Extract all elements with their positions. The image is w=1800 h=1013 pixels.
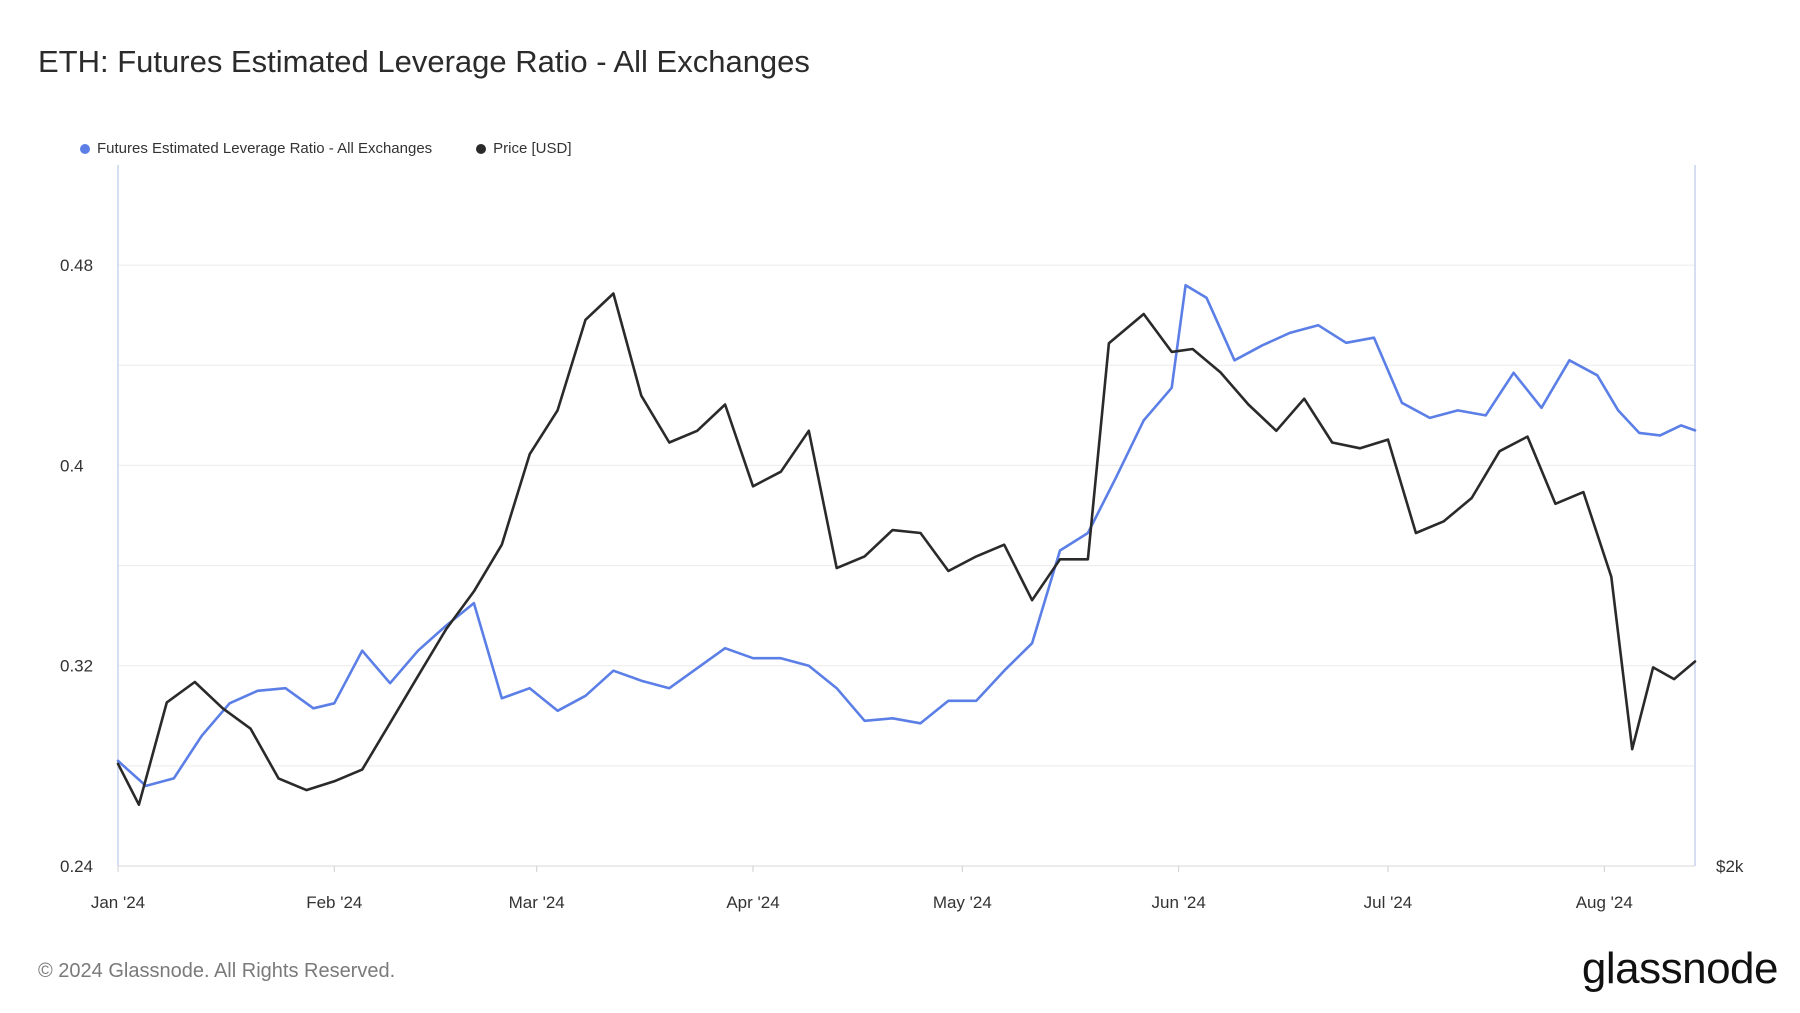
x-tick-label: Feb '24 [306, 893, 362, 912]
copyright-footer: © 2024 Glassnode. All Rights Reserved. [38, 960, 396, 982]
y-left-tick-label: 0.48 [60, 256, 93, 275]
legend-ratio-label: Futures Estimated Leverage Ratio - All E… [97, 140, 433, 157]
legend-price-label: Price [USD] [493, 140, 572, 157]
x-tick-label: Jun '24 [1151, 893, 1205, 912]
glassnode-logo: glassnode [1581, 944, 1779, 993]
legend-item-ratio[interactable]: Futures Estimated Leverage Ratio - All E… [80, 140, 432, 157]
legend: Futures Estimated Leverage Ratio - All E… [80, 140, 572, 157]
x-tick-label: Mar '24 [509, 893, 565, 912]
y-left-tick-label: 0.4 [60, 456, 84, 475]
x-tick-label: May '24 [933, 893, 992, 912]
legend-ratio-dot-icon [80, 143, 90, 154]
legend-item-price[interactable]: Price [USD] [476, 140, 572, 157]
x-tick-label: Apr '24 [726, 893, 779, 912]
chart-title: ETH: Futures Estimated Leverage Ratio - … [38, 44, 810, 79]
y-right-tick-label: $2k [1716, 857, 1744, 876]
y-left-tick-label: 0.32 [60, 657, 93, 676]
x-tick-label: Aug '24 [1576, 893, 1633, 912]
legend-price-dot-icon [476, 143, 487, 154]
x-tick-label: Jul '24 [1364, 893, 1413, 912]
y-left-tick-label: 0.24 [60, 857, 93, 876]
x-tick-label: Jan '24 [91, 893, 145, 912]
leverage-ratio-series-line[interactable] [116, 283, 1697, 788]
price-series-line[interactable] [116, 292, 1697, 807]
